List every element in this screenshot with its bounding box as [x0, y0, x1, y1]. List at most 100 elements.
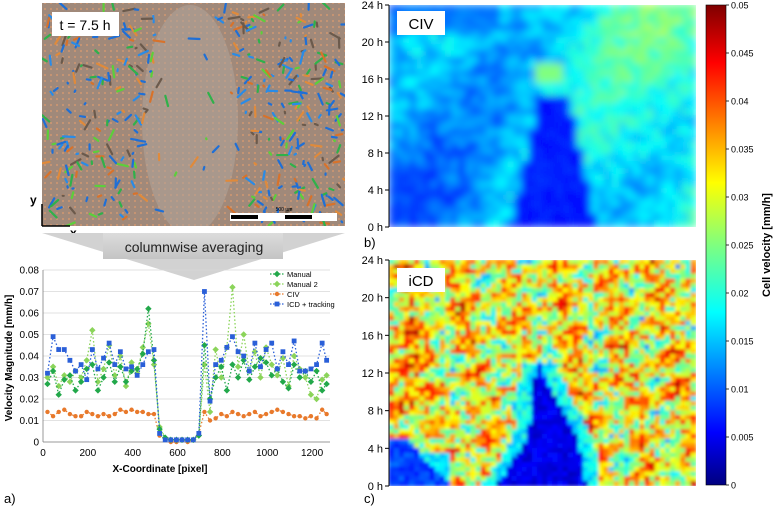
heatmap-cell — [623, 264, 630, 270]
heatmap-cell — [588, 429, 595, 435]
heatmap-cell — [479, 154, 488, 163]
heatmap-cell — [618, 292, 625, 299]
heatmap-cell — [577, 283, 584, 289]
heatmap-cell — [500, 122, 509, 130]
heatmap-cell — [536, 452, 543, 459]
heatmap-cell — [567, 391, 574, 397]
heatmap-cell — [496, 405, 502, 412]
heatmap-cell — [451, 148, 460, 156]
heatmap-cell — [511, 344, 518, 350]
cell-mark — [92, 150, 100, 154]
heatmap-cell — [639, 443, 646, 449]
heatmap-cell — [535, 135, 543, 143]
heatmap-cell — [593, 433, 600, 440]
heatmap-cell — [653, 82, 662, 91]
heatmap-cell — [623, 353, 630, 360]
heatmap-cell — [531, 433, 538, 440]
heatmap-cell — [444, 334, 451, 341]
cell-mark — [307, 3, 310, 11]
heatmap-cell — [429, 292, 436, 299]
heatmap-cell — [389, 206, 397, 215]
heatmap-cell — [521, 89, 530, 97]
heatmap-cell — [500, 56, 509, 65]
heatmap-cell — [593, 353, 600, 360]
heatmap-cell — [644, 410, 651, 416]
heatmap-cell — [521, 462, 528, 468]
heatmap-cell — [659, 433, 666, 440]
heatmap-cell — [664, 278, 671, 284]
heatmap-cell — [542, 297, 549, 303]
cell-mark — [43, 33, 52, 40]
heatmap-cell — [419, 382, 426, 388]
heatmap-cell — [434, 297, 441, 303]
heatmap-cell — [389, 69, 397, 78]
heatmap-cell — [547, 429, 554, 435]
heatmap-cell — [625, 141, 634, 150]
heatmap-cell — [608, 410, 615, 416]
heatmap-cell — [608, 316, 615, 322]
heatmap-cell — [629, 344, 635, 350]
heatmap-cell — [675, 334, 682, 341]
data-point — [268, 372, 275, 379]
heatmap-cell — [511, 367, 518, 374]
heatmap-cell — [485, 443, 492, 449]
heatmap-cell — [625, 174, 634, 182]
heatmap-cell — [583, 260, 589, 266]
cell-mark — [328, 154, 340, 164]
heatmap-cell — [675, 260, 682, 266]
heatmap-cell — [611, 63, 620, 71]
heatmap-cell — [403, 334, 410, 341]
heatmap-cell — [557, 447, 564, 454]
heatmap-cell — [646, 161, 655, 169]
cell-mark — [248, 55, 255, 59]
heatmap-cell — [593, 297, 600, 303]
heatmap-cell — [536, 382, 543, 388]
heatmap-cell — [646, 17, 655, 26]
heatmap-cell — [439, 264, 446, 270]
heatmap-cell — [501, 410, 508, 416]
heatmap-cell — [632, 206, 641, 215]
heatmap-cell — [590, 50, 599, 58]
heatmap-cell — [629, 311, 635, 317]
heatmap-cell — [535, 5, 543, 13]
heatmap-cell — [555, 24, 564, 32]
heatmap-cell — [535, 180, 543, 189]
heatmap-cell — [444, 414, 451, 421]
heatmap-cell — [603, 424, 610, 430]
heatmap-cell — [516, 391, 523, 397]
heatmap-cell — [572, 301, 579, 308]
cell-mark — [244, 110, 248, 115]
heatmap-cell — [552, 462, 559, 468]
heatmap-cell — [572, 311, 579, 317]
heatmap-cell — [414, 419, 421, 426]
heatmap-cell — [393, 424, 400, 430]
heatmap-cell — [590, 115, 599, 124]
heatmap-cell — [681, 141, 690, 150]
heatmap-cell — [567, 405, 574, 412]
heatmap-cell — [501, 363, 508, 369]
heatmap-cell — [634, 358, 641, 364]
heatmap-cell — [542, 11, 550, 19]
heatmap-cell — [634, 443, 641, 449]
heatmap-cell — [455, 382, 462, 388]
heatmap-cell — [434, 471, 441, 477]
heatmap-cell — [490, 452, 497, 459]
heatmap-cell — [439, 386, 446, 393]
heatmap-cell — [618, 372, 625, 379]
heatmap-cell — [659, 311, 666, 317]
heatmap-cell — [511, 349, 518, 355]
heatmap-cell — [479, 115, 488, 124]
banner-label: columnwise averaging — [125, 239, 264, 255]
heatmap-cell — [680, 414, 687, 421]
heatmap-cell — [680, 349, 687, 355]
heatmap-cell — [479, 148, 488, 156]
heatmap-cell — [576, 82, 585, 91]
heatmap-cell — [588, 292, 595, 299]
heatmap-cell — [611, 148, 620, 156]
heatmap-cell — [485, 306, 492, 313]
heatmap-cell — [548, 187, 557, 195]
heatmap-cell — [562, 69, 571, 78]
heatmap-cell — [618, 391, 625, 397]
heatmap-cell — [593, 414, 600, 421]
heatmap-cell — [395, 95, 404, 104]
